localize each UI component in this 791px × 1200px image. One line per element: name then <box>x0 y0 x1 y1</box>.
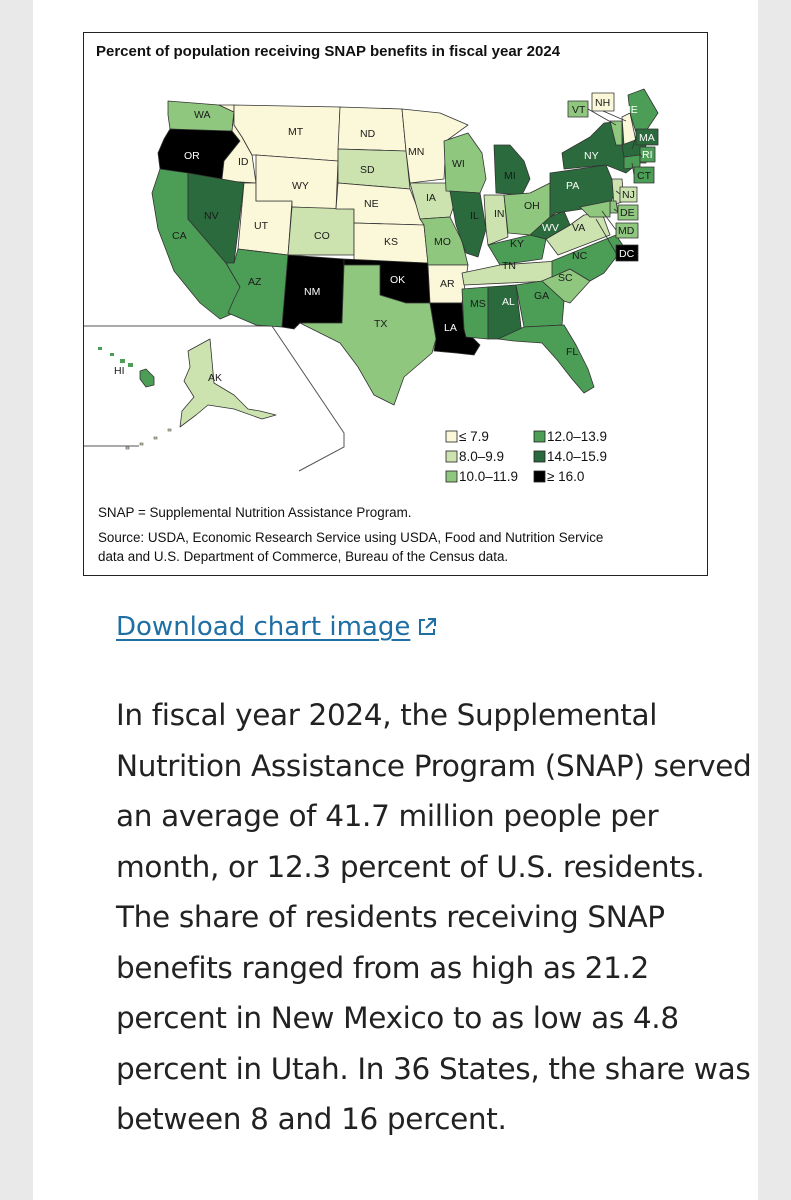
label-mt: MT <box>288 126 304 138</box>
legend: ≤ 7.9 8.0–9.9 10.0–11.9 12.0–13.9 14.0–1… <box>445 429 607 484</box>
download-link-label: Download chart image <box>116 612 411 642</box>
label-in: IN <box>494 208 505 220</box>
state-shape-ms <box>461 286 489 340</box>
legend-label-le-7-9: ≤ 7.9 <box>459 429 489 444</box>
leader-lines <box>587 108 643 254</box>
legend-swatch-10-0-11-9 <box>445 470 458 483</box>
label-co: CO <box>314 230 330 242</box>
callout-de <box>617 204 639 221</box>
state-shape-ky <box>487 234 547 266</box>
state-shape-il <box>449 190 487 258</box>
label-nd: ND <box>360 128 376 140</box>
label-ma: MA <box>639 132 655 144</box>
label-ak: AK <box>208 372 222 384</box>
state-shape-tx <box>299 264 437 406</box>
callout-nj <box>619 186 638 203</box>
state-shape-ga <box>515 280 565 328</box>
label-nm: NM <box>304 286 320 298</box>
legend-swatch-le-7-9 <box>445 430 458 443</box>
legend-swatch-ge-16-0 <box>533 470 546 483</box>
label-ok: OK <box>390 274 405 286</box>
label-wi: WI <box>452 158 465 170</box>
state-shapes <box>139 88 659 428</box>
label-va: VA <box>572 222 585 234</box>
state-shape-la <box>429 302 481 356</box>
state-shape-ak <box>179 338 277 428</box>
label-ri: RI <box>642 149 653 161</box>
legend-label-14-0-15-9: 14.0–15.9 <box>547 449 607 464</box>
label-nj: NJ <box>622 189 635 201</box>
source-note-line1: Source: USDA, Economic Research Service … <box>98 530 604 545</box>
label-ct: CT <box>637 170 652 182</box>
label-nv: NV <box>204 210 219 222</box>
label-al: AL <box>502 296 515 308</box>
state-shape-in <box>483 194 509 246</box>
legend-label-8-0-9-9: 8.0–9.9 <box>459 449 504 464</box>
label-ks: KS <box>384 236 398 248</box>
label-ne: NE <box>364 198 379 210</box>
abbreviation-note: SNAP = Supplemental Nutrition Assistance… <box>98 505 412 520</box>
aleutian-dots <box>125 428 172 450</box>
legend-label-10-0-11-9: 10.0–11.9 <box>459 469 518 484</box>
label-ky: KY <box>510 238 524 250</box>
legend-swatch-14-0-15-9 <box>533 450 546 463</box>
label-la: LA <box>444 322 457 334</box>
label-wv: WV <box>542 222 559 234</box>
external-link-icon <box>419 618 437 635</box>
island-dots <box>98 347 133 367</box>
state-shape-wv <box>529 210 571 240</box>
state-shape-mi <box>493 144 531 196</box>
label-wa: WA <box>194 109 211 121</box>
state-shape-md <box>579 200 611 218</box>
label-mn: MN <box>408 146 424 158</box>
download-chart-link[interactable]: Download chart image <box>116 612 438 642</box>
snap-map: WA OR CA ID NV UT AZ MT WY CO NM ND SD N… <box>84 88 659 484</box>
label-ga: GA <box>534 290 549 302</box>
legend-swatch-8-0-9-9 <box>445 450 458 463</box>
inset-frame <box>84 325 345 472</box>
chart-figure: Percent of population receiving SNAP ben… <box>83 32 708 576</box>
state-shape-hi <box>139 368 155 388</box>
chart-notes: SNAP = Supplemental Nutrition Assistance… <box>98 503 698 566</box>
label-ut: UT <box>254 220 269 232</box>
label-id: ID <box>238 156 249 168</box>
label-tn: TN <box>502 260 516 272</box>
label-ar: AR <box>440 278 455 290</box>
source-note-line2: data and U.S. Department of Commerce, Bu… <box>98 549 509 564</box>
state-shape-wi <box>443 132 487 194</box>
label-vt: VT <box>572 104 586 116</box>
label-mi: MI <box>504 170 516 182</box>
label-ms: MS <box>470 298 486 310</box>
legend-swatch-12-0-13-9 <box>533 430 546 443</box>
label-az: AZ <box>248 276 262 288</box>
label-nh: NH <box>595 97 610 109</box>
label-ny: NY <box>584 150 599 162</box>
label-wy: WY <box>292 180 309 192</box>
label-ia: IA <box>426 192 436 204</box>
legend-label-ge-16-0: ≥ 16.0 <box>547 469 584 484</box>
label-md: MD <box>618 225 635 237</box>
label-mo: MO <box>434 236 451 248</box>
label-oh: OH <box>524 200 540 212</box>
label-sd: SD <box>360 164 375 176</box>
label-sc: SC <box>558 272 573 284</box>
summary-paragraph: In fiscal year 2024, the Supplemental Nu… <box>116 698 752 1136</box>
label-pa: PA <box>566 180 579 192</box>
label-me: ME <box>622 104 638 116</box>
state-labels: WA OR CA ID NV UT AZ MT WY CO NM ND SD N… <box>114 97 655 384</box>
content-column: Percent of population receiving SNAP ben… <box>33 0 758 1200</box>
label-nc: NC <box>572 250 588 262</box>
label-hi: HI <box>114 365 125 377</box>
label-de: DE <box>620 207 635 219</box>
label-dc: DC <box>619 248 635 260</box>
label-fl: FL <box>566 346 578 358</box>
chart-title: Percent of population receiving SNAP ben… <box>96 43 561 60</box>
legend-label-12-0-13-9: 12.0–13.9 <box>547 429 607 444</box>
label-ca: CA <box>172 230 187 242</box>
label-il: IL <box>470 210 479 222</box>
label-or: OR <box>184 150 200 162</box>
label-tx: TX <box>374 318 387 330</box>
callout-md <box>615 222 639 239</box>
state-shape-fl <box>497 324 595 394</box>
